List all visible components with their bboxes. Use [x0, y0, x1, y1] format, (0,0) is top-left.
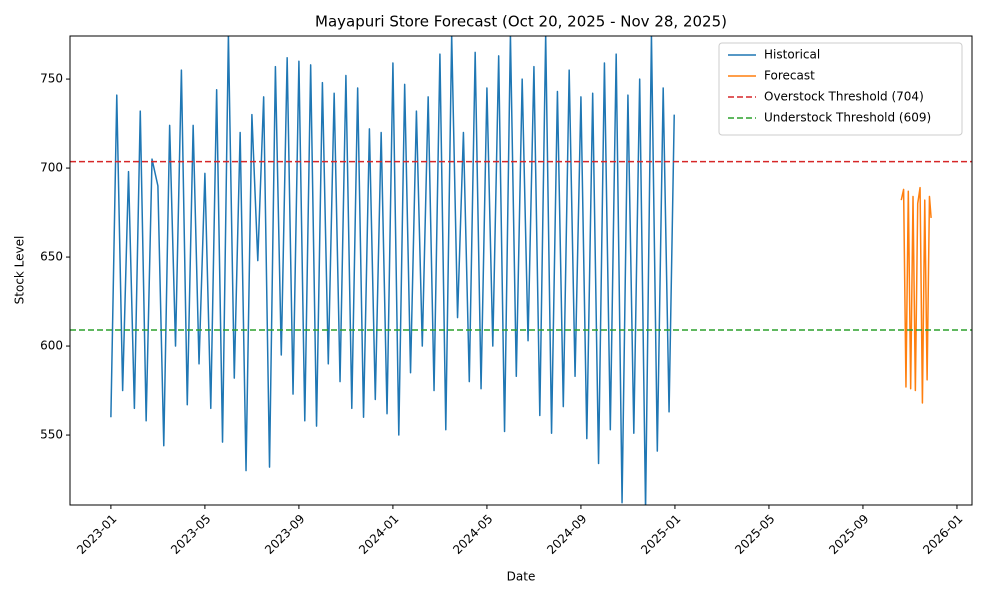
- plot-area: [70, 36, 972, 505]
- x-tick-label: 2023-05: [168, 512, 213, 557]
- plot-frame: [69, 35, 973, 506]
- y-tick-label: 750: [40, 72, 63, 86]
- legend-label: Overstock Threshold (704): [764, 90, 924, 104]
- y-tick-label: 600: [40, 339, 63, 353]
- chart-title: Mayapuri Store Forecast (Oct 20, 2025 - …: [315, 13, 727, 31]
- x-tick-label: 2024-05: [450, 512, 495, 557]
- y-tick-label: 650: [40, 250, 63, 264]
- legend-label: Understock Threshold (609): [764, 111, 931, 125]
- y-axis-label: Stock Level: [13, 236, 27, 305]
- x-tick-label: 2023-01: [74, 512, 119, 557]
- line-series: [110, 36, 675, 505]
- x-tick-label: 2026-01: [920, 512, 965, 557]
- y-tick-label: 550: [40, 428, 63, 442]
- line-series: [900, 186, 932, 404]
- legend-box: [718, 42, 963, 136]
- x-axis-label: Date: [507, 570, 536, 584]
- legend-label: Forecast: [764, 69, 815, 83]
- x-tick-label: 2025-05: [732, 512, 777, 557]
- y-tick-label: 700: [40, 161, 63, 175]
- x-tick-label: 2024-01: [356, 512, 401, 557]
- legend: Historical Forecast Overstock Threshold (7…: [718, 42, 963, 136]
- legend-label: Historical: [764, 48, 820, 62]
- x-tick-label: 2024-09: [544, 512, 589, 557]
- x-tick-label: 2025-09: [826, 512, 871, 557]
- x-tick-label: 2023-09: [262, 512, 307, 557]
- x-tick-label: 2025-01: [638, 512, 683, 557]
